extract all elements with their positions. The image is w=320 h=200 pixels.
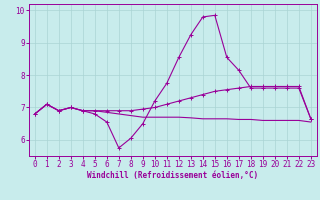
X-axis label: Windchill (Refroidissement éolien,°C): Windchill (Refroidissement éolien,°C) (87, 171, 258, 180)
